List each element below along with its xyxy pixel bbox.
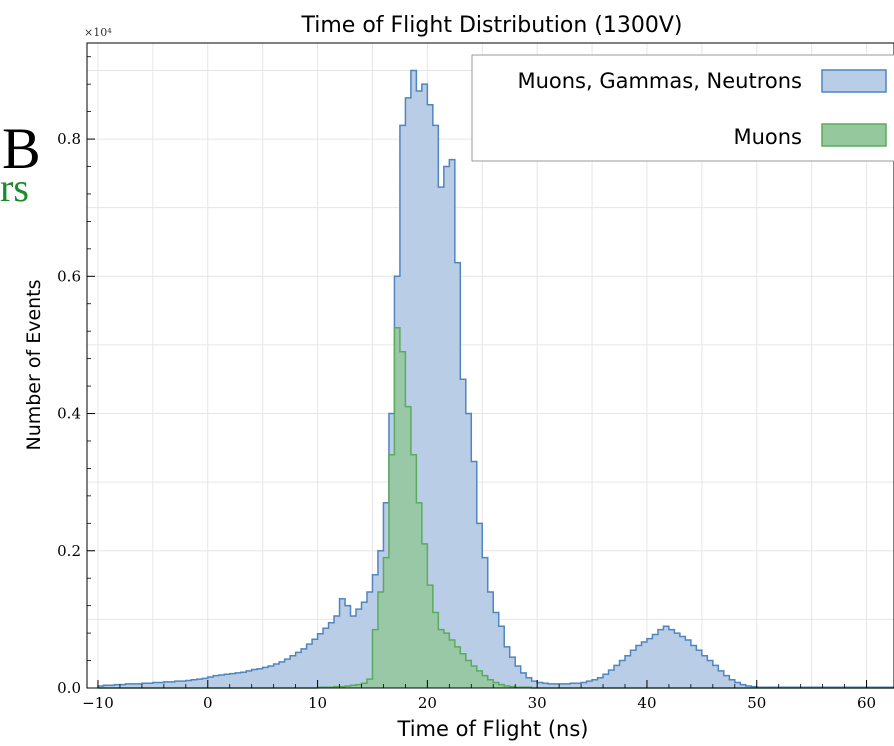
tick-marks xyxy=(87,56,868,689)
histogram-all-events xyxy=(97,69,894,689)
y-axis-label: Number of Events xyxy=(23,279,45,450)
x-tick-label: 40 xyxy=(637,694,656,712)
y-multiplier-label: ×10⁴ xyxy=(84,26,112,39)
axes xyxy=(86,42,894,689)
legend-label-all: Muons, Gammas, Neutrons xyxy=(517,69,802,93)
x-tick-label: 10 xyxy=(308,694,327,712)
y-tick-label: 0.8 xyxy=(57,130,81,148)
x-axis-label: Time of Flight (ns) xyxy=(397,717,589,741)
y-tick-label: 0.6 xyxy=(57,267,81,285)
x-tick-label: 60 xyxy=(857,694,876,712)
chart-title: Time of Flight Distribution (1300V) xyxy=(301,13,683,38)
x-tick-label: 0 xyxy=(203,694,213,712)
legend: Muons, Gammas, Neutrons Muons xyxy=(471,54,894,162)
legend-label-muons: Muons xyxy=(733,125,802,149)
tick-labels: −10 0 10 20 30 40 50 60 0.0 0.2 0.4 0.6 0.8 xyxy=(57,130,876,712)
x-tick-label: 50 xyxy=(747,694,766,712)
plot-frame xyxy=(86,42,894,689)
x-tick-label: 20 xyxy=(418,694,437,712)
x-tick-label: −10 xyxy=(82,694,114,712)
y-tick-label: 0.0 xyxy=(57,679,81,697)
x-tick-label: 30 xyxy=(528,694,547,712)
legend-swatch-muons xyxy=(821,123,887,147)
histogram-layer xyxy=(97,69,894,689)
y-tick-label: 0.2 xyxy=(57,542,81,560)
slide-green-text-fragment: rs xyxy=(0,165,29,210)
legend-swatch-all xyxy=(821,69,887,93)
y-tick-label: 0.4 xyxy=(57,405,81,423)
slide-letter-fragment: B xyxy=(2,116,41,181)
